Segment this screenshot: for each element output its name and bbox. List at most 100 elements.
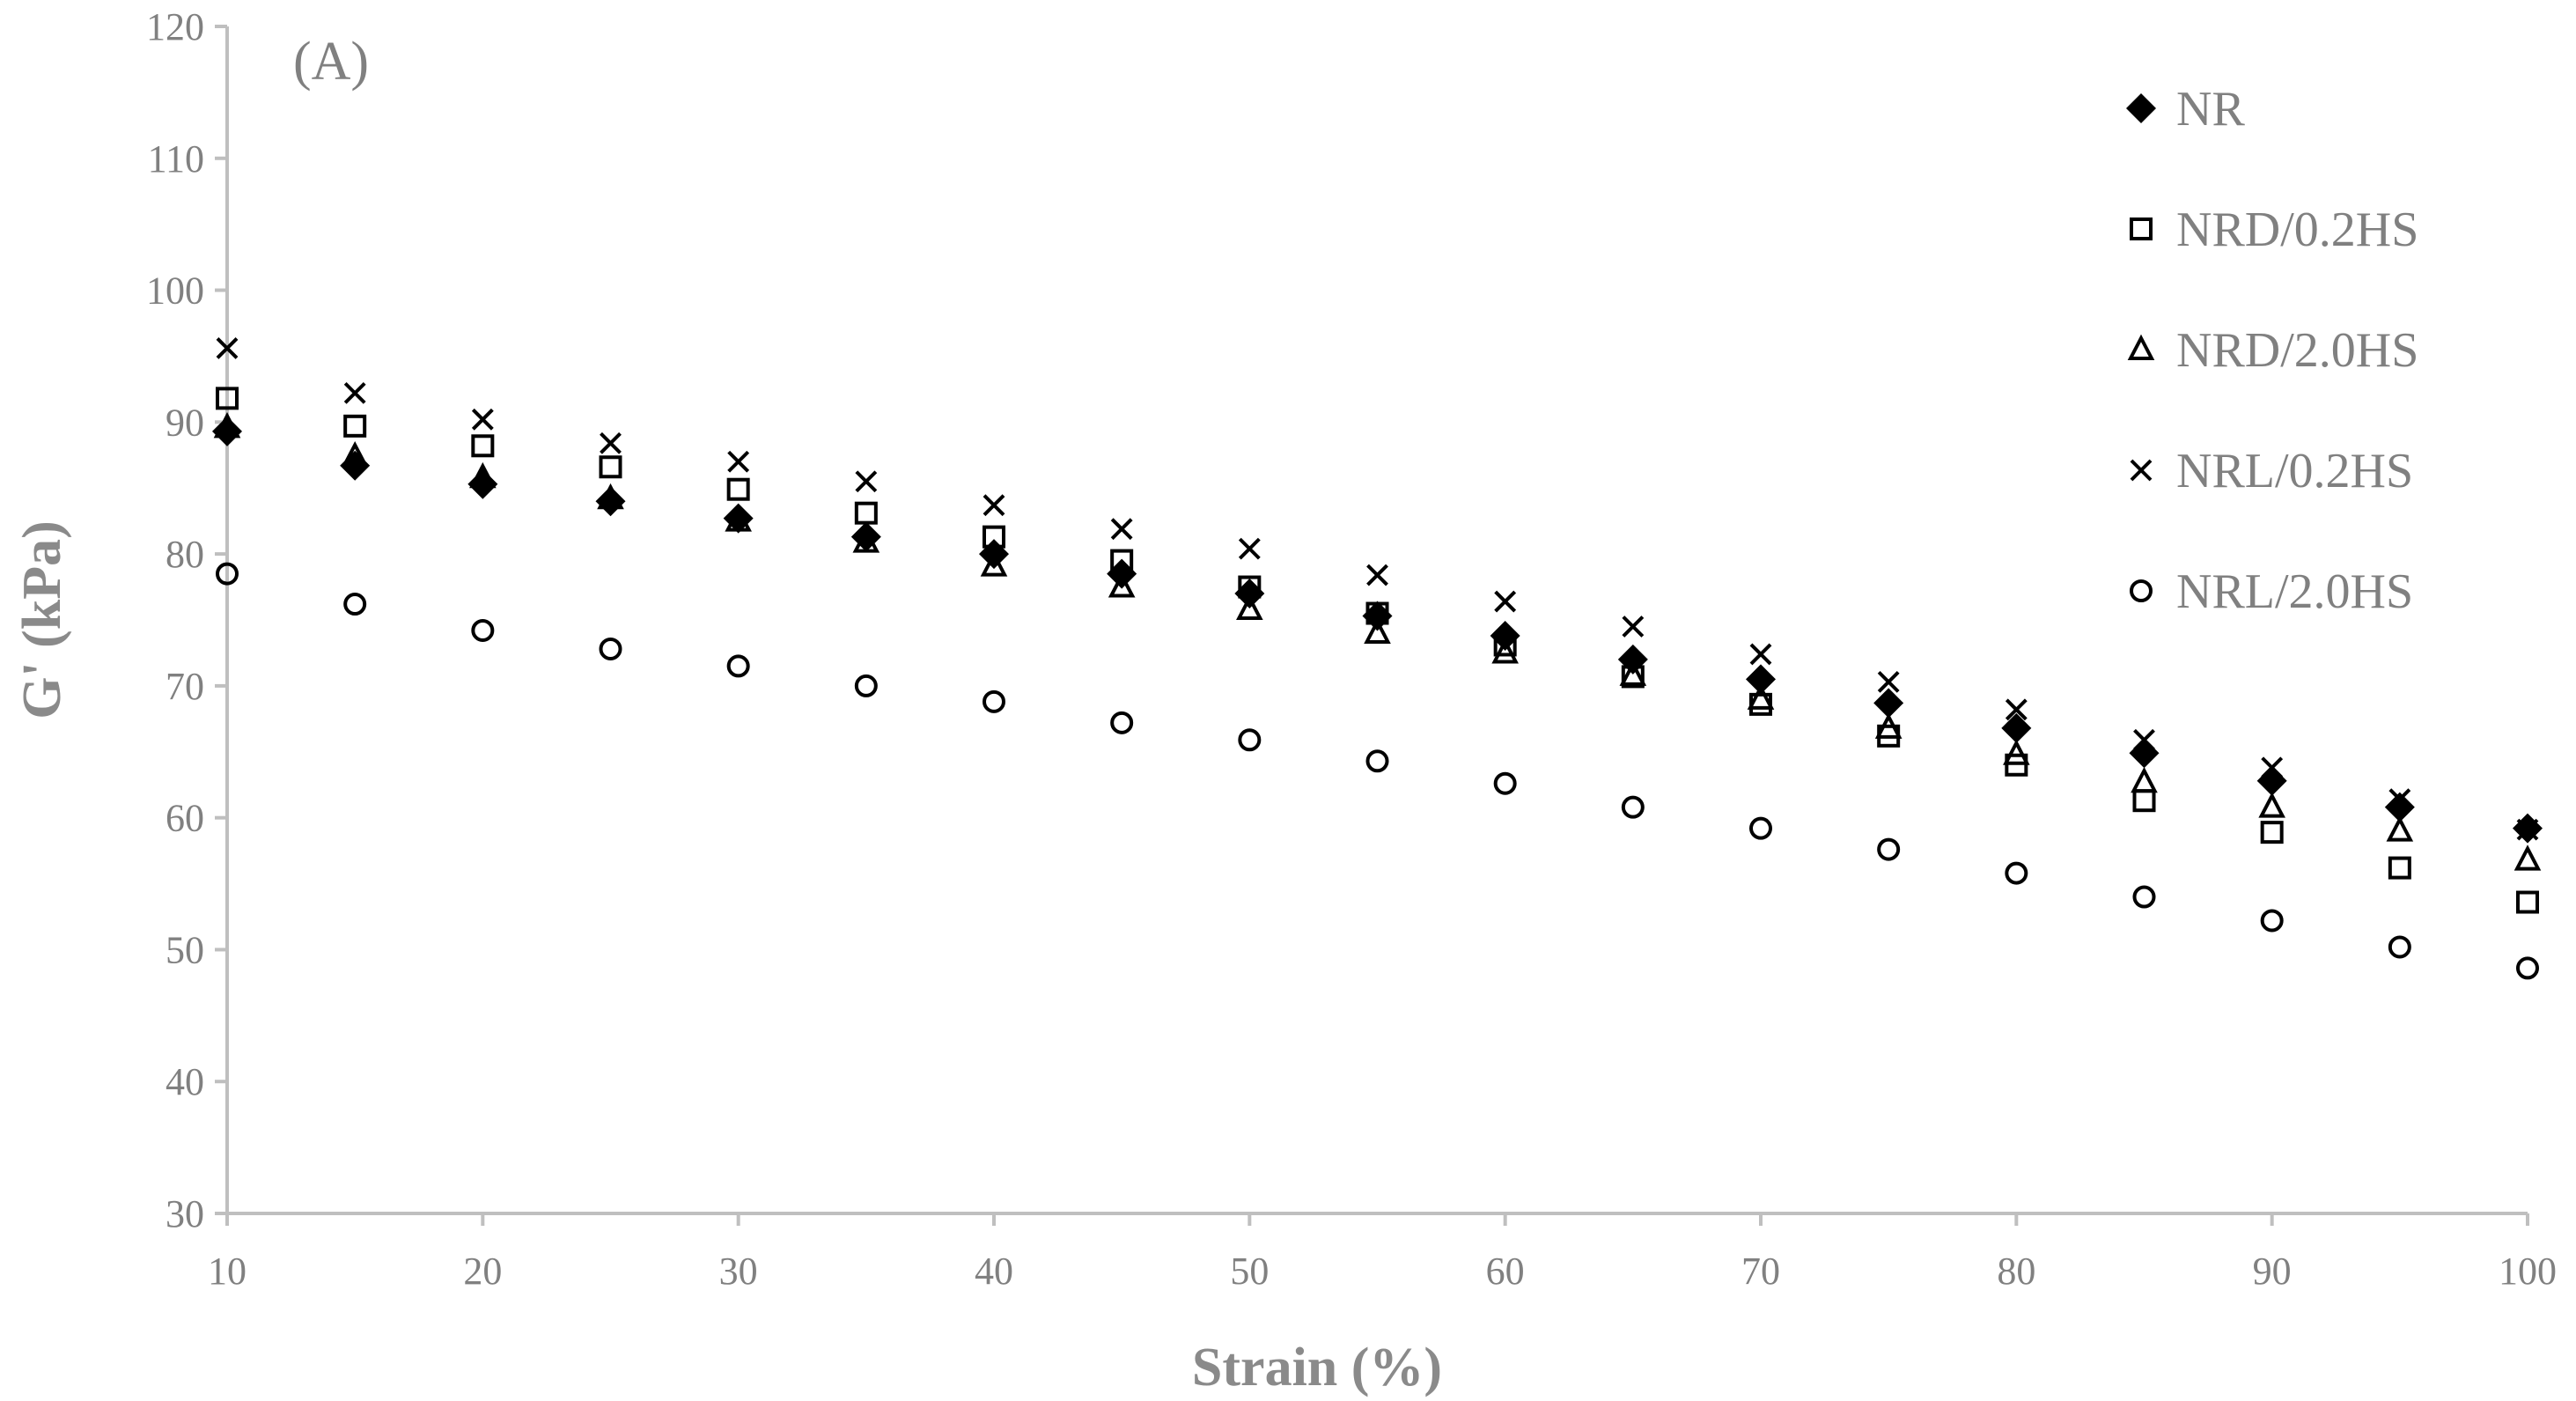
data-point <box>2003 739 2030 765</box>
legend-label: NRD/2.0HS <box>2176 323 2418 378</box>
data-point <box>983 525 1005 549</box>
data-point <box>854 501 878 525</box>
data-point <box>2516 956 2539 980</box>
x-axis-title: Strain (%) <box>1192 1338 1442 1397</box>
data-point <box>1621 795 1645 819</box>
y-ticks: 30 40 50 60 70 80 90 100 110 120 <box>146 5 227 1235</box>
data-points <box>212 337 2543 980</box>
x-ticks: 10 20 30 40 50 60 70 80 90 100 <box>208 1213 2557 1293</box>
data-point <box>216 337 239 359</box>
series-NRL/0.2HS <box>216 337 2539 841</box>
data-point <box>343 414 367 438</box>
data-point <box>212 416 242 446</box>
data-point <box>597 483 624 510</box>
x-tick-label: 30 <box>719 1250 758 1293</box>
data-point <box>1110 549 1134 572</box>
data-point <box>2388 856 2411 880</box>
data-point <box>1236 594 1263 621</box>
y-tick-label: 110 <box>148 137 204 181</box>
data-point <box>1364 617 1391 644</box>
data-point <box>343 381 366 404</box>
y-tick-label: 30 <box>166 1192 204 1235</box>
legend-item: NRL/0.2HS <box>2130 444 2413 498</box>
x-tick-label: 90 <box>2253 1250 2292 1293</box>
data-point <box>471 408 494 431</box>
data-point <box>1108 571 1136 598</box>
data-point <box>1238 728 1262 752</box>
data-point <box>1874 712 1903 739</box>
data-point <box>983 689 1005 713</box>
data-point <box>600 431 622 454</box>
data-point <box>1746 664 1776 695</box>
data-point <box>2129 738 2160 769</box>
data-point <box>469 461 497 489</box>
legend-label: NRD/0.2HS <box>2176 203 2418 257</box>
data-point <box>1494 590 1517 613</box>
legend-marker <box>2127 334 2155 360</box>
data-point <box>1110 711 1134 734</box>
data-point <box>727 450 750 473</box>
data-point <box>471 434 495 458</box>
data-point <box>855 470 878 493</box>
legend-marker <box>2130 459 2153 482</box>
legend-item: NRD/0.2HS <box>2130 203 2418 257</box>
data-point <box>1749 643 1772 666</box>
y-tick-label: 90 <box>166 401 204 444</box>
legend-label: NRL/2.0HS <box>2176 564 2413 619</box>
axes <box>225 26 2528 1215</box>
data-point <box>2001 712 2032 743</box>
data-point <box>1747 683 1775 710</box>
x-tick-label: 70 <box>1741 1250 1780 1293</box>
data-point <box>1877 670 1900 693</box>
data-point <box>2258 792 2285 818</box>
data-point <box>2516 818 2539 841</box>
data-point <box>726 654 750 678</box>
x-tick-label: 20 <box>463 1250 502 1293</box>
series-NRD/2.0HS <box>213 412 2542 871</box>
data-point <box>1234 579 1265 609</box>
data-point <box>980 550 1008 577</box>
data-point <box>1366 564 1388 586</box>
data-point <box>2256 765 2287 796</box>
legend-label: NRL/0.2HS <box>2176 444 2413 498</box>
legend-item: NRD/2.0HS <box>2127 323 2418 378</box>
y-axis-title: G' (kPa) <box>12 520 72 719</box>
legend-marker <box>2130 579 2153 602</box>
data-point <box>2005 698 2028 721</box>
y-tick-label: 40 <box>166 1060 204 1103</box>
y-tick-label: 120 <box>146 5 204 48</box>
data-point <box>2384 792 2415 822</box>
series-NRL/2.0HS <box>216 562 2539 980</box>
data-point <box>983 494 1005 517</box>
data-point <box>216 387 239 410</box>
data-point <box>2005 861 2028 885</box>
data-point <box>1493 771 1517 795</box>
legend-marker <box>2130 218 2153 240</box>
data-point <box>1110 518 1133 541</box>
legend-item: NRL/2.0HS <box>2130 564 2413 619</box>
x-tick-label: 40 <box>975 1250 1013 1293</box>
data-point <box>341 440 369 468</box>
data-point <box>599 637 622 660</box>
data-point <box>1238 537 1261 560</box>
data-point <box>2388 788 2411 811</box>
y-tick-label: 80 <box>166 533 204 576</box>
x-tick-label: 10 <box>208 1250 247 1293</box>
data-point <box>1491 638 1519 664</box>
data-point <box>599 455 622 479</box>
data-point <box>726 477 750 501</box>
data-point <box>1873 688 1904 719</box>
legend: NR NRD/0.2HS NRD/2.0HS NRL/0.2HS NRL/2.0HS <box>2126 82 2418 619</box>
data-point <box>2133 728 2155 751</box>
data-point <box>2132 885 2156 909</box>
x-tick-label: 50 <box>1230 1250 1269 1293</box>
legend-item: NR <box>2126 82 2245 136</box>
data-point <box>2260 909 2284 933</box>
data-point <box>1493 633 1517 657</box>
y-tick-label: 70 <box>166 665 204 708</box>
data-point <box>2513 844 2542 871</box>
data-point <box>2261 756 2284 779</box>
panel-label: (A) <box>293 32 369 92</box>
x-tick-label: 60 <box>1486 1250 1525 1293</box>
